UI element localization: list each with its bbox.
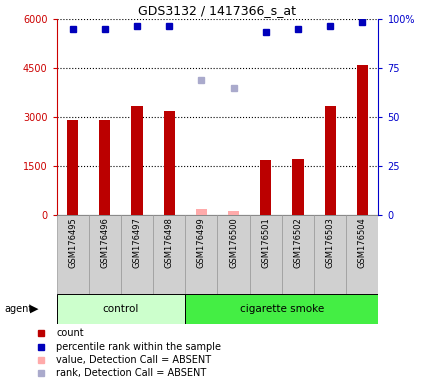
Bar (56, 294, 185, 324)
Text: GSM176503: GSM176503 (325, 217, 334, 268)
FancyBboxPatch shape (89, 215, 121, 294)
Text: ▶: ▶ (30, 304, 39, 314)
Text: value, Detection Call = ABSENT: value, Detection Call = ABSENT (56, 355, 211, 365)
FancyBboxPatch shape (249, 215, 281, 294)
Text: GSM176502: GSM176502 (293, 217, 302, 268)
FancyBboxPatch shape (313, 215, 345, 294)
FancyBboxPatch shape (281, 215, 313, 294)
Text: GSM176500: GSM176500 (229, 217, 237, 268)
FancyBboxPatch shape (56, 215, 89, 294)
Bar (260, 160, 271, 215)
Text: GSM176499: GSM176499 (197, 217, 205, 268)
Text: GSM176497: GSM176497 (132, 217, 141, 268)
Bar (356, 65, 367, 215)
Bar (185, 294, 378, 324)
Text: cigarette smoke: cigarette smoke (239, 304, 323, 314)
Bar (99, 120, 110, 215)
Bar (227, 211, 239, 215)
FancyBboxPatch shape (217, 215, 249, 294)
Text: GSM176504: GSM176504 (357, 217, 366, 268)
Text: GSM176495: GSM176495 (68, 217, 77, 268)
Bar (292, 159, 303, 215)
Bar (324, 106, 335, 215)
Text: agent: agent (4, 304, 33, 314)
Text: rank, Detection Call = ABSENT: rank, Detection Call = ABSENT (56, 368, 206, 379)
Text: GSM176498: GSM176498 (164, 217, 173, 268)
FancyBboxPatch shape (345, 215, 378, 294)
Bar (67, 121, 78, 215)
Text: GSM176496: GSM176496 (100, 217, 109, 268)
Bar (195, 209, 207, 215)
Text: control: control (102, 304, 139, 314)
Title: GDS3132 / 1417366_s_at: GDS3132 / 1417366_s_at (138, 3, 296, 17)
Text: count: count (56, 328, 84, 338)
FancyBboxPatch shape (121, 215, 153, 294)
Text: GSM176501: GSM176501 (261, 217, 270, 268)
Text: percentile rank within the sample: percentile rank within the sample (56, 341, 221, 352)
Bar (163, 111, 174, 215)
FancyBboxPatch shape (185, 215, 217, 294)
Bar (131, 106, 142, 215)
FancyBboxPatch shape (153, 215, 185, 294)
